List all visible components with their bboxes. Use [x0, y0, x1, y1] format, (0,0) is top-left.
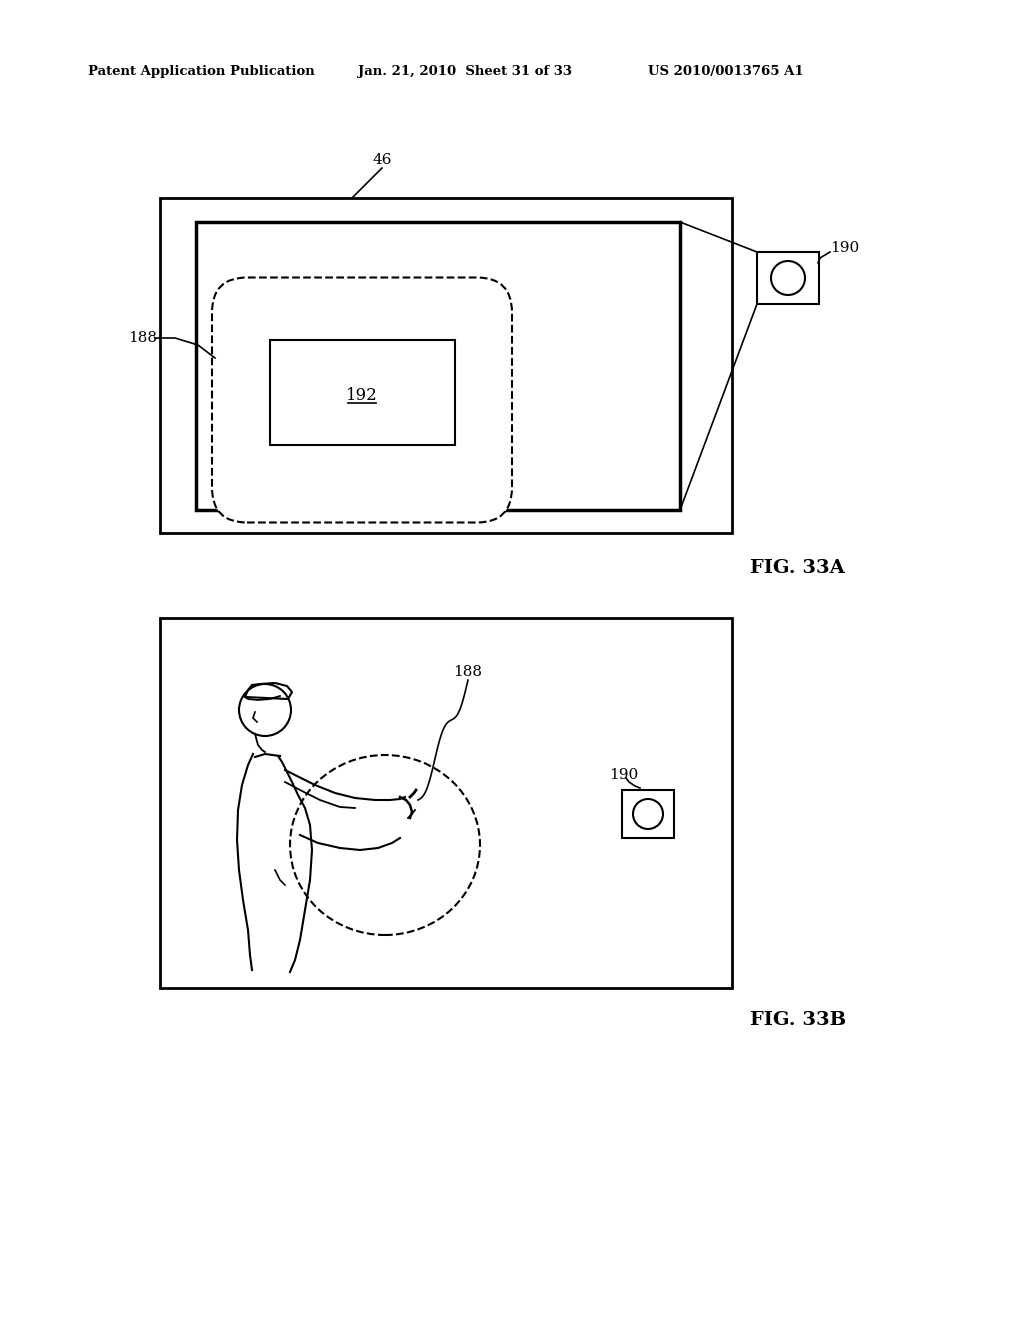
Circle shape — [239, 684, 291, 737]
Text: 46: 46 — [373, 153, 392, 168]
Bar — [196, 222, 680, 510]
Bar — [160, 618, 732, 987]
Bar — [160, 198, 732, 533]
Text: 192: 192 — [346, 387, 378, 404]
Bar — [622, 789, 674, 838]
Circle shape — [771, 261, 805, 294]
Text: FIG. 33A: FIG. 33A — [750, 558, 845, 577]
Text: Jan. 21, 2010  Sheet 31 of 33: Jan. 21, 2010 Sheet 31 of 33 — [358, 66, 572, 78]
Text: 188: 188 — [454, 665, 482, 678]
Text: Patent Application Publication: Patent Application Publication — [88, 66, 314, 78]
Circle shape — [633, 799, 663, 829]
Text: US 2010/0013765 A1: US 2010/0013765 A1 — [648, 66, 804, 78]
Text: 188: 188 — [128, 331, 158, 345]
Text: FIG. 33B: FIG. 33B — [750, 1011, 846, 1030]
Text: 190: 190 — [609, 768, 638, 781]
Bar — [269, 339, 455, 445]
Bar — [757, 252, 819, 304]
FancyBboxPatch shape — [212, 277, 512, 523]
Text: 190: 190 — [830, 242, 859, 255]
